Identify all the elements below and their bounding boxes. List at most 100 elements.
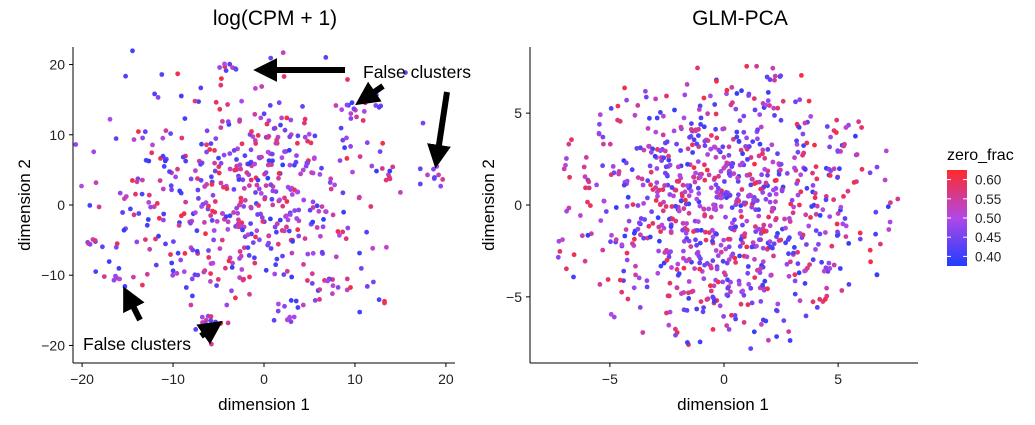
panel1-point [113,136,119,142]
panel1-point [157,178,163,184]
panel2-point [752,107,758,113]
panel1-point [156,233,161,239]
panel2-point [715,279,721,285]
panel2-point [791,250,796,256]
panel2-point [756,213,762,219]
panel1-xtick-label: 0 [260,371,268,387]
panel2-point [821,268,827,274]
panel2-point [831,166,837,172]
panel2-point [794,181,800,187]
panel2-point [768,244,773,250]
panel1-point [182,116,188,121]
panel2-point [761,222,767,228]
panel2-point [741,113,747,119]
panel1-point [387,176,393,182]
panel2-point [649,209,654,215]
panel1-point [225,219,231,225]
panel2-point [632,112,638,118]
panel1-point [263,170,269,176]
panel1-point [357,309,363,315]
panel1-point [150,142,155,148]
panel2-point [758,299,764,304]
panel1-point [212,160,218,166]
panel2-point [598,218,604,224]
panel2-point [806,98,812,104]
panel1-point [317,287,323,292]
panel2-point [674,141,679,147]
panel1-point [247,291,252,297]
panel1-point [305,278,310,283]
panel2-point [772,77,777,83]
panel2-point [704,167,710,173]
panel2-point [728,225,733,231]
panel2-point [741,292,747,298]
panel2-point [764,74,770,80]
panel2-point [601,141,606,147]
panel2-point [757,237,762,243]
panel2-point [823,230,828,235]
panel1-ylabel: dimension 2 [15,159,34,251]
panel2-point [783,240,788,246]
panel1-point [280,253,285,259]
panel2-point [843,234,849,240]
panel1-ytick-label: 10 [49,127,65,143]
panel2-point [724,292,730,298]
panel1-point [300,104,305,109]
panel1-point [209,182,215,187]
panel1-point [282,195,287,201]
panel2-point [750,176,755,182]
panel2-point [694,242,699,248]
panel2-point [733,316,738,322]
panel1-point [92,238,98,243]
panel2-point [752,181,757,187]
panel2-point [679,291,684,296]
panel2-point [778,117,784,123]
panel1-point [247,183,252,189]
panel1-point [345,77,350,82]
panel1-point [231,210,237,215]
panel1-point [213,99,219,105]
panel2-point [713,207,719,213]
panel1-point [248,147,254,153]
panel1-ytick-label: −10 [41,267,65,283]
panel2-point [556,238,562,244]
panel1-point [265,175,271,181]
panel2-point [765,172,770,178]
panel1-point [203,200,209,206]
panel2-point [654,115,660,121]
panel2-point [754,63,759,69]
panel2-point [656,187,662,193]
panel1-point [214,283,220,288]
panel2-point [723,214,728,220]
panel2-point [630,241,635,247]
panel2-point [794,142,800,147]
panel2-point [585,232,591,238]
panel1-point [146,158,152,164]
panel2-point [750,139,756,145]
panel2-point [820,207,826,213]
panel1-point [111,277,117,283]
panel2-point [611,170,617,176]
panel1-point [338,125,344,131]
panel2-point [770,65,776,71]
panel2-point [667,192,673,197]
panel2-ticks: −5 0 5 −5 0 5 [506,105,842,387]
panel1-point [234,157,239,162]
panel1-point [320,224,326,230]
panel2-point [778,73,784,79]
panel2-point [883,148,889,154]
panel1-point [113,244,119,250]
panel2-point [733,260,738,265]
panel2-point [633,263,638,269]
panel1-point [213,136,219,142]
panel1-point [309,170,314,176]
panel1-point [130,48,135,54]
panel1-point [272,224,278,230]
panel2-point [826,260,832,266]
panel1-point [225,119,231,125]
panel1-point [220,119,225,124]
panel1-point [296,207,302,213]
panel1-ticks: −20 −10 0 10 20 −20 −10 0 10 20 [41,57,454,387]
panel2-point [641,147,647,153]
panel2-point [676,208,682,214]
